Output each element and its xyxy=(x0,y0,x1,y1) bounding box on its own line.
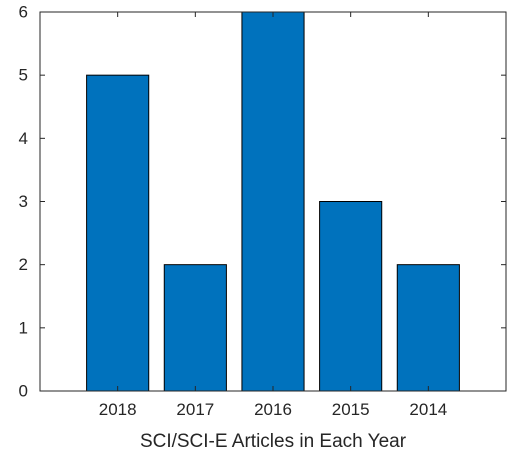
bar-2015 xyxy=(319,201,383,392)
bar-2018 xyxy=(86,74,150,392)
y-tick-labels: 0 1 2 3 4 5 6 xyxy=(19,3,28,401)
x-tick-label-2015: 2015 xyxy=(332,400,370,419)
y-tick-label: 1 xyxy=(19,318,28,337)
bars-group xyxy=(86,11,460,392)
y-tick-label: 0 xyxy=(19,382,28,401)
bar-2014 xyxy=(396,264,460,392)
bar-2016 xyxy=(241,11,305,392)
x-axis-label: SCI/SCI-E Articles in Each Year xyxy=(140,431,407,452)
y-tick-label: 4 xyxy=(19,129,28,148)
y-tick-label: 2 xyxy=(19,255,28,274)
y-tick-label: 5 xyxy=(19,66,28,85)
axes-group xyxy=(39,11,507,392)
y-tick-label: 6 xyxy=(19,3,28,22)
y-tick-label: 3 xyxy=(19,192,28,211)
x-tick-label-2014: 2014 xyxy=(409,400,447,419)
x-tick-label-2017: 2017 xyxy=(176,400,214,419)
x-tick-label-2018: 2018 xyxy=(99,400,137,419)
x-tick-labels: 2018 2017 2016 2015 2014 xyxy=(99,400,447,419)
bar-2017 xyxy=(163,264,227,392)
x-tick-label-2016: 2016 xyxy=(254,400,292,419)
